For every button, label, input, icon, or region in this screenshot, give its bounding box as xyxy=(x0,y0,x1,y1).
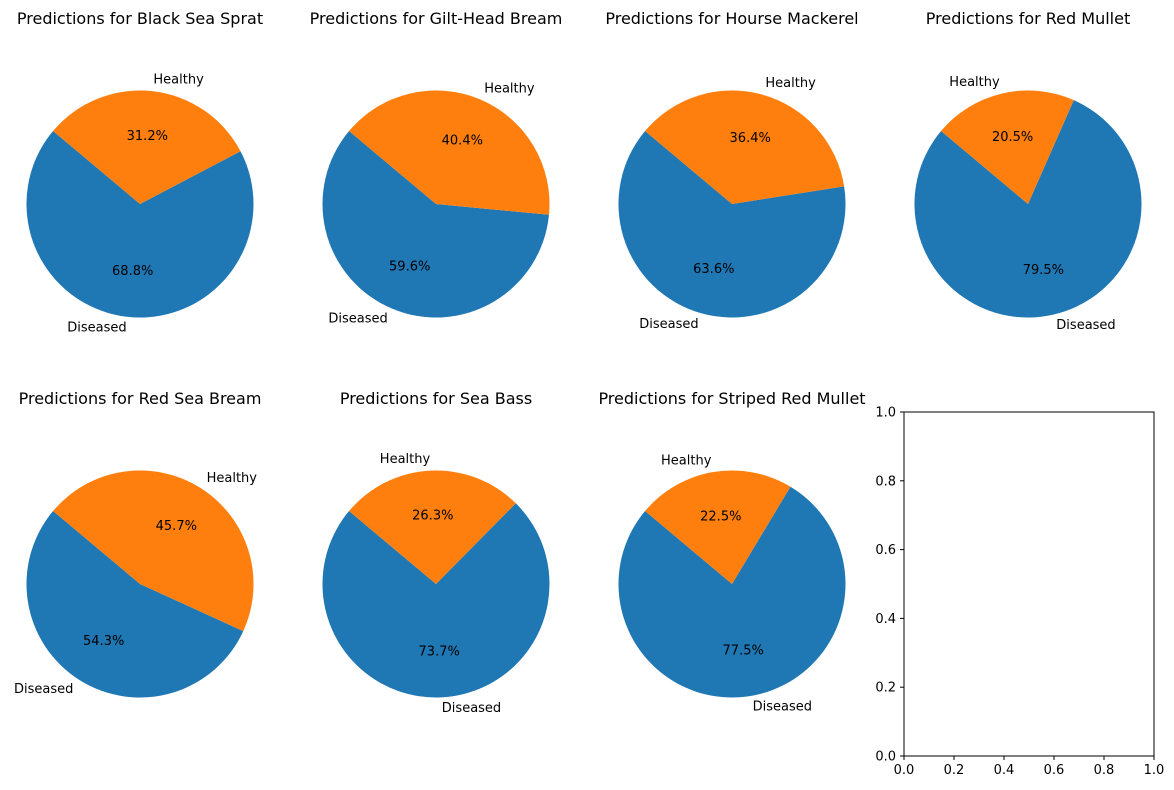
y-tick-label: 0.6 xyxy=(875,543,896,558)
pie-slice-diseased xyxy=(618,486,846,698)
pie-slice-diseased xyxy=(618,131,846,318)
slice-percent-healthy: 40.4% xyxy=(442,134,483,149)
slice-percent-diseased: 73.7% xyxy=(419,645,460,660)
x-tick-label: 1.0 xyxy=(1144,763,1165,778)
slice-label-diseased: Diseased xyxy=(14,682,73,697)
pie-slice-diseased xyxy=(914,100,1142,318)
slice-percent-healthy: 45.7% xyxy=(156,519,197,534)
chart-title: Predictions for Red Sea Bream xyxy=(19,389,262,408)
pie-slice-healthy xyxy=(645,90,845,204)
pie-chart: Predictions for Striped Red Mullet Diseas… xyxy=(598,389,865,715)
slice-percent-healthy: 22.5% xyxy=(700,509,741,524)
slice-percent-diseased: 79.5% xyxy=(1023,263,1064,278)
chart-title: Predictions for Sea Bass xyxy=(340,389,532,408)
slice-label-healthy: Healthy xyxy=(484,81,535,96)
slice-percent-diseased: 54.3% xyxy=(83,634,124,649)
slice-label-diseased: Diseased xyxy=(639,317,698,332)
pie-chart: Predictions for Black Sea Sprat Diseased 6… xyxy=(17,9,263,336)
chart-title: Predictions for Black Sea Sprat xyxy=(17,9,263,28)
pie-slice-healthy xyxy=(349,90,550,215)
slice-label-healthy: Healthy xyxy=(949,75,1000,90)
pie-slice-healthy xyxy=(53,90,241,204)
slice-percent-healthy: 20.5% xyxy=(992,130,1033,145)
x-tick-label: 0.6 xyxy=(1044,763,1065,778)
pie-slice-diseased xyxy=(26,511,244,698)
slice-label-diseased: Diseased xyxy=(67,321,126,336)
pie-chart: Predictions for Gilt-Head Bream Diseased 5… xyxy=(310,9,563,327)
pie-slice-diseased xyxy=(26,131,254,318)
slice-label-healthy: Healthy xyxy=(765,76,816,91)
pie-chart: Predictions for Sea Bass Diseased 73.7% Hea… xyxy=(322,389,550,716)
pie-slice-diseased xyxy=(322,503,550,698)
pie-slice-healthy xyxy=(349,470,516,584)
pie-slice-diseased xyxy=(322,131,549,318)
y-tick-label: 1.0 xyxy=(875,406,896,421)
slice-percent-healthy: 31.2% xyxy=(127,129,168,144)
x-tick-label: 0.4 xyxy=(994,763,1015,778)
y-tick-label: 0.4 xyxy=(875,612,896,627)
slice-percent-diseased: 77.5% xyxy=(723,644,764,659)
chart-title: Predictions for Gilt-Head Bream xyxy=(310,9,563,28)
axes-frame xyxy=(903,411,1155,757)
chart-title: Predictions for Hourse Mackerel xyxy=(605,9,858,28)
slice-label-healthy: Healthy xyxy=(661,453,712,468)
slice-label-diseased: Diseased xyxy=(328,312,387,327)
slice-label-diseased: Diseased xyxy=(442,701,501,716)
y-tick-label: 0.8 xyxy=(875,474,896,489)
pie-chart: Predictions for Red Mullet Diseased 79.5% H… xyxy=(914,9,1142,333)
x-tick-label: 0.2 xyxy=(944,763,965,778)
slice-label-healthy: Healthy xyxy=(153,72,204,87)
slice-label-healthy: Healthy xyxy=(380,452,431,467)
slice-percent-healthy: 36.4% xyxy=(730,131,771,146)
slice-percent-diseased: 63.6% xyxy=(693,262,734,277)
pie-slice-healthy xyxy=(941,90,1074,204)
slice-label-diseased: Diseased xyxy=(753,700,812,715)
slice-label-diseased: Diseased xyxy=(1056,318,1115,333)
slice-percent-diseased: 59.6% xyxy=(389,259,430,274)
x-tick-label: 0.8 xyxy=(1094,763,1115,778)
pie-slice-healthy xyxy=(53,470,254,632)
empty-axes: 0.0 0.2 0.4 0.6 0.8 1.0 0.0 0.2 0.4 0.6 0.8 1.0 xyxy=(875,406,1164,779)
x-tick-label: 0.0 xyxy=(894,763,915,778)
chart-title: Predictions for Striped Red Mullet xyxy=(598,389,865,408)
pie-chart: Predictions for Red Sea Bream Diseased 54.… xyxy=(14,389,262,698)
slice-percent-diseased: 68.8% xyxy=(112,264,153,279)
slice-label-healthy: Healthy xyxy=(207,471,258,486)
chart-title: Predictions for Red Mullet xyxy=(926,9,1130,28)
pie-chart: Predictions for Hourse Mackerel Diseased 6… xyxy=(605,9,858,332)
y-tick-label: 0.0 xyxy=(875,750,896,765)
y-tick-label: 0.2 xyxy=(875,681,896,696)
slice-percent-healthy: 26.3% xyxy=(412,509,453,524)
pie-slice-healthy xyxy=(645,470,791,584)
